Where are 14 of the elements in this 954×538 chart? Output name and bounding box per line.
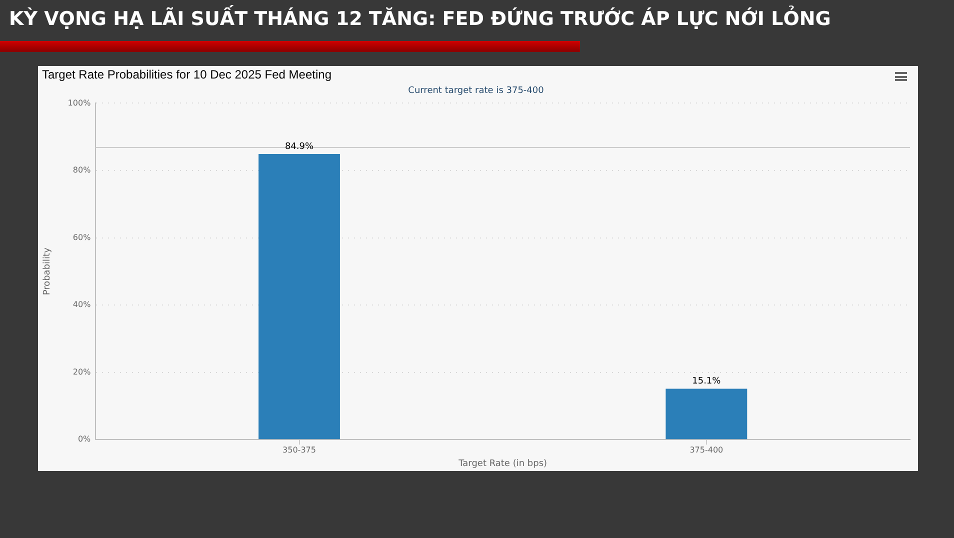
y-tick-label: 60% xyxy=(72,232,92,242)
data-label: 15.1% xyxy=(692,376,722,387)
y-tick-label: 0% xyxy=(78,434,92,444)
text: Current target rate is 375-400 xyxy=(408,86,544,96)
y-axis-title: Probability xyxy=(42,246,53,296)
y-tick-label: 100% xyxy=(68,98,92,108)
x-axis-title: Target Rate (in bps) xyxy=(458,458,548,469)
y-tick-label: 20% xyxy=(72,367,92,376)
data-label: 84.9% xyxy=(284,142,314,152)
x-tick-label: 350-375 xyxy=(282,445,316,454)
y-tick-label: 80% xyxy=(72,166,92,175)
x-tick-label: 375-400 xyxy=(690,445,724,454)
y-tick-label: 40% xyxy=(72,300,92,310)
chart-subtitle: Target Rate Probabilities for 10 Dec 2025 Fed Meeting xyxy=(42,68,332,82)
